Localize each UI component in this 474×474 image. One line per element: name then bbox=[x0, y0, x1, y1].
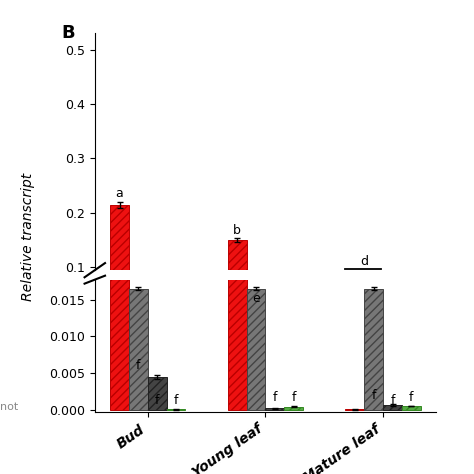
Text: d: d bbox=[360, 255, 368, 268]
Text: B: B bbox=[62, 24, 75, 42]
Bar bbox=[148, 319, 166, 322]
Text: f: f bbox=[136, 359, 141, 372]
Text: f: f bbox=[155, 394, 159, 407]
Bar bbox=[265, 408, 284, 410]
Bar bbox=[365, 289, 383, 410]
Bar bbox=[129, 289, 148, 410]
Bar bbox=[148, 377, 166, 410]
Bar bbox=[110, 205, 129, 322]
Text: e: e bbox=[252, 292, 260, 305]
Text: Relative transcript: Relative transcript bbox=[21, 173, 36, 301]
Bar bbox=[365, 313, 383, 322]
Bar bbox=[402, 406, 421, 410]
Bar bbox=[246, 313, 265, 322]
Bar bbox=[129, 313, 148, 322]
Text: f: f bbox=[390, 394, 395, 407]
Text: f: f bbox=[292, 391, 296, 404]
Text: f: f bbox=[174, 394, 178, 407]
Text: a: a bbox=[116, 187, 123, 201]
Bar bbox=[383, 405, 402, 410]
Text: f: f bbox=[372, 389, 376, 401]
Bar bbox=[228, 0, 246, 410]
Text: f: f bbox=[273, 391, 277, 404]
Bar bbox=[110, 0, 129, 410]
Bar bbox=[228, 240, 246, 322]
Bar bbox=[284, 407, 303, 410]
Bar bbox=[246, 289, 265, 410]
Text: f: f bbox=[409, 391, 414, 404]
Text: b: b bbox=[233, 224, 241, 237]
Text: not: not bbox=[0, 402, 18, 412]
